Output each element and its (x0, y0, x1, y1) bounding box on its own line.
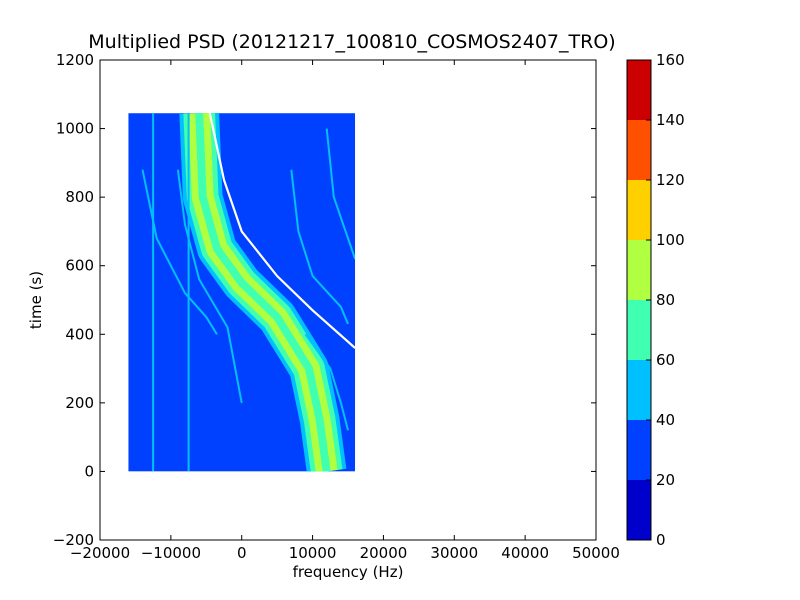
y-tick-label: 600 (65, 257, 94, 275)
colorbar-segment (627, 360, 651, 420)
main-trace-band-3 (195, 113, 331, 472)
y-axis: −200 0 200 400 600 800 1000 1200 (53, 51, 596, 549)
faint-trace-3 (176, 169, 243, 404)
colorbar-tick-label: 80 (656, 291, 675, 309)
colorbar-segment (627, 300, 651, 360)
faint-trace-6 (304, 333, 349, 431)
y-tick-label: 0 (84, 462, 94, 480)
x-tick-label: 0 (237, 544, 247, 562)
colorbar-tick-label: 120 (656, 171, 685, 189)
y-tick-label: 200 (65, 394, 94, 412)
colorbar-segment (627, 60, 651, 120)
faint-trace-5 (325, 128, 356, 260)
x-tick-label: −10000 (141, 544, 201, 562)
x-tick-label: −20000 (70, 544, 130, 562)
x-axis: −20000 −10000 0 10000 20000 30000 40000 50000 (70, 60, 620, 562)
y-tick-label: −200 (53, 531, 94, 549)
faint-trace-4 (290, 169, 349, 325)
x-tick-label: 40000 (501, 544, 549, 562)
colorbar-tick-label: 40 (656, 411, 675, 429)
y-axis-label: time (s) (27, 271, 45, 329)
y-tick-label: 800 (65, 188, 94, 206)
x-tick-label: 30000 (430, 544, 478, 562)
bright-trace (208, 113, 356, 349)
x-tick-label: 50000 (572, 544, 620, 562)
x-tick-label: 20000 (360, 544, 408, 562)
plot-frame (99, 59, 597, 541)
x-axis-label: frequency (Hz) (293, 563, 404, 581)
colorbar-segment (627, 240, 651, 300)
colorbar-segment (627, 180, 651, 240)
colorbar-tick-label: 100 (656, 231, 685, 249)
faint-trace-2 (141, 169, 218, 335)
colorbar-tick-label: 60 (656, 351, 675, 369)
colorbar: 0 20 40 60 80 100 120 140 160 (626, 51, 685, 549)
y-tick-label: 1200 (56, 51, 94, 69)
colorbar-segment (627, 420, 651, 480)
x-tick-label: 10000 (289, 544, 337, 562)
y-tick-label: 1000 (56, 120, 94, 138)
chart-title: Multiplied PSD (20121217_100810_COSMOS24… (88, 31, 615, 53)
colorbar-tick-label: 20 (656, 471, 675, 489)
colorbar-tick-label: 160 (656, 51, 685, 69)
colorbar-tick-label: 140 (656, 111, 685, 129)
colorbar-segment (627, 480, 651, 540)
colorbar-tick-label: 0 (656, 531, 666, 549)
heatmap-area (128, 113, 356, 472)
y-tick-label: 400 (65, 325, 94, 343)
colorbar-segment (627, 120, 651, 180)
